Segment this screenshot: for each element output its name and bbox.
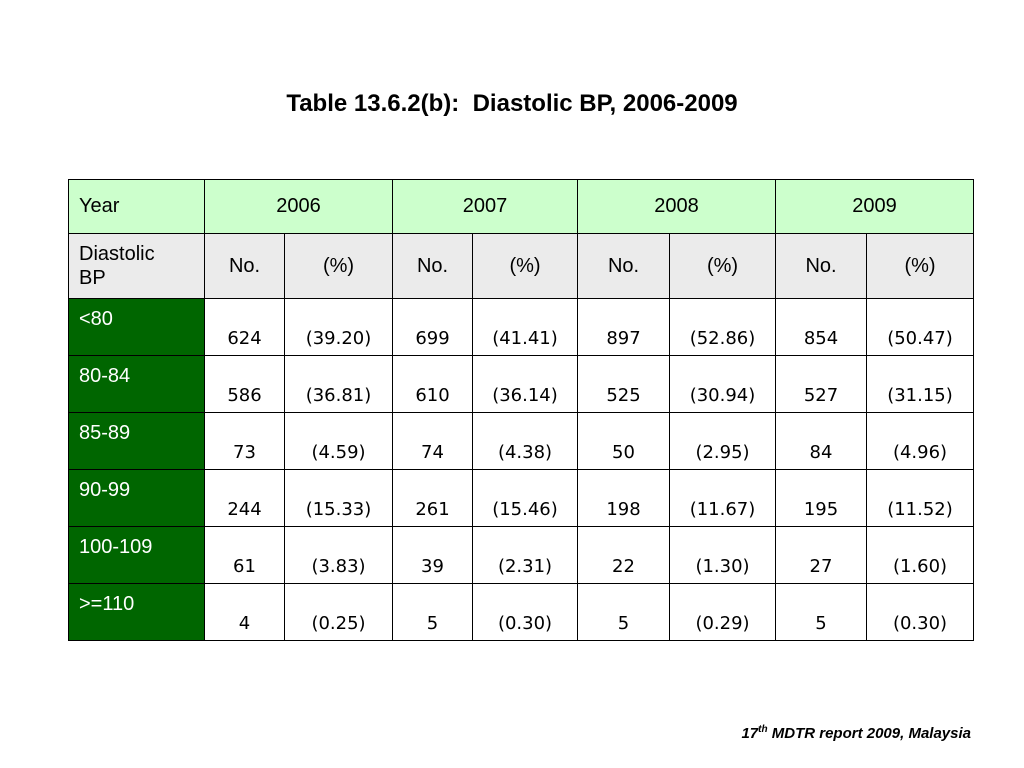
source-text: MDTR report 2009, Malaysia: [767, 725, 971, 742]
source-ordinal: 17: [741, 725, 759, 742]
year-header-row: Year 2006 2007 2008 2009: [68, 179, 974, 234]
percent-cell: (2.31): [472, 526, 578, 584]
percent-cell: (0.30): [866, 583, 974, 641]
count-cell: 527: [775, 355, 867, 413]
count-cell: 5: [577, 583, 670, 641]
table-row: 85-89 73 (4.59) 74 (4.38) 50 (2.95) 84 (…: [68, 412, 974, 470]
percent-cell: (3.83): [284, 526, 393, 584]
no-header: No.: [577, 233, 670, 299]
sub-header-row: Diastolic BP No. (%) No. (%) No. (%) No. …: [68, 233, 974, 299]
year-header-label: Year: [68, 179, 205, 234]
count-cell: 624: [204, 298, 285, 356]
percent-cell: (1.60): [866, 526, 974, 584]
percent-cell: (36.81): [284, 355, 393, 413]
count-cell: 525: [577, 355, 670, 413]
percent-cell: (0.25): [284, 583, 393, 641]
percent-cell: (4.96): [866, 412, 974, 470]
year-header-2006: 2006: [204, 179, 393, 234]
count-cell: 50: [577, 412, 670, 470]
percent-cell: (36.14): [472, 355, 578, 413]
no-header: No.: [392, 233, 473, 299]
pct-header: (%): [669, 233, 776, 299]
count-cell: 74: [392, 412, 473, 470]
percent-cell: (4.38): [472, 412, 578, 470]
count-cell: 897: [577, 298, 670, 356]
table-row: >=110 4 (0.25) 5 (0.30) 5 (0.29) 5 (0.30…: [68, 583, 974, 641]
count-cell: 244: [204, 469, 285, 527]
percent-cell: (15.46): [472, 469, 578, 527]
page-title: Table 13.6.2(b): Diastolic BP, 2006-2009: [286, 90, 738, 117]
percent-cell: (31.15): [866, 355, 974, 413]
count-cell: 198: [577, 469, 670, 527]
percent-cell: (0.30): [472, 583, 578, 641]
count-cell: 854: [775, 298, 867, 356]
count-cell: 73: [204, 412, 285, 470]
count-cell: 195: [775, 469, 867, 527]
pct-header: (%): [866, 233, 974, 299]
no-header: No.: [204, 233, 285, 299]
source-ordinal-suffix: th: [758, 724, 768, 735]
percent-cell: (52.86): [669, 298, 776, 356]
diastolic-bp-table: Year 2006 2007 2008 2009 Diastolic BP No.…: [68, 179, 974, 641]
count-cell: 61: [204, 526, 285, 584]
percent-cell: (1.30): [669, 526, 776, 584]
pct-header: (%): [472, 233, 578, 299]
percent-cell: (2.95): [669, 412, 776, 470]
percent-cell: (4.59): [284, 412, 393, 470]
percent-cell: (30.94): [669, 355, 776, 413]
bp-range-cell: 80-84: [68, 355, 205, 413]
table-row: 100-109 61 (3.83) 39 (2.31) 22 (1.30) 27…: [68, 526, 974, 584]
bp-range-cell: 90-99: [68, 469, 205, 527]
count-cell: 39: [392, 526, 473, 584]
table-row: 90-99 244 (15.33) 261 (15.46) 198 (11.67…: [68, 469, 974, 527]
year-header-2007: 2007: [392, 179, 578, 234]
table-row: 80-84 586 (36.81) 610 (36.14) 525 (30.94…: [68, 355, 974, 413]
bp-range-cell: <80: [68, 298, 205, 356]
no-header: No.: [775, 233, 867, 299]
count-cell: 5: [392, 583, 473, 641]
pct-header: (%): [284, 233, 393, 299]
count-cell: 610: [392, 355, 473, 413]
bp-range-cell: 100-109: [68, 526, 205, 584]
percent-cell: (11.52): [866, 469, 974, 527]
percent-cell: (39.20): [284, 298, 393, 356]
percent-cell: (0.29): [669, 583, 776, 641]
percent-cell: (50.47): [866, 298, 974, 356]
count-cell: 84: [775, 412, 867, 470]
bp-label-line1: Diastolic: [79, 243, 155, 265]
year-header-2009: 2009: [775, 179, 974, 234]
count-cell: 27: [775, 526, 867, 584]
diastolic-bp-header: Diastolic BP: [68, 233, 205, 299]
bp-range-cell: >=110: [68, 583, 205, 641]
count-cell: 5: [775, 583, 867, 641]
bp-range-cell: 85-89: [68, 412, 205, 470]
count-cell: 261: [392, 469, 473, 527]
percent-cell: (15.33): [284, 469, 393, 527]
count-cell: 699: [392, 298, 473, 356]
percent-cell: (41.41): [472, 298, 578, 356]
count-cell: 22: [577, 526, 670, 584]
table-row: <80 624 (39.20) 699 (41.41) 897 (52.86) …: [68, 298, 974, 356]
year-header-2008: 2008: [577, 179, 776, 234]
percent-cell: (11.67): [669, 469, 776, 527]
source-citation: 17th MDTR report 2009, Malaysia: [741, 724, 971, 742]
count-cell: 4: [204, 583, 285, 641]
bp-label-line2: BP: [79, 267, 106, 289]
count-cell: 586: [204, 355, 285, 413]
